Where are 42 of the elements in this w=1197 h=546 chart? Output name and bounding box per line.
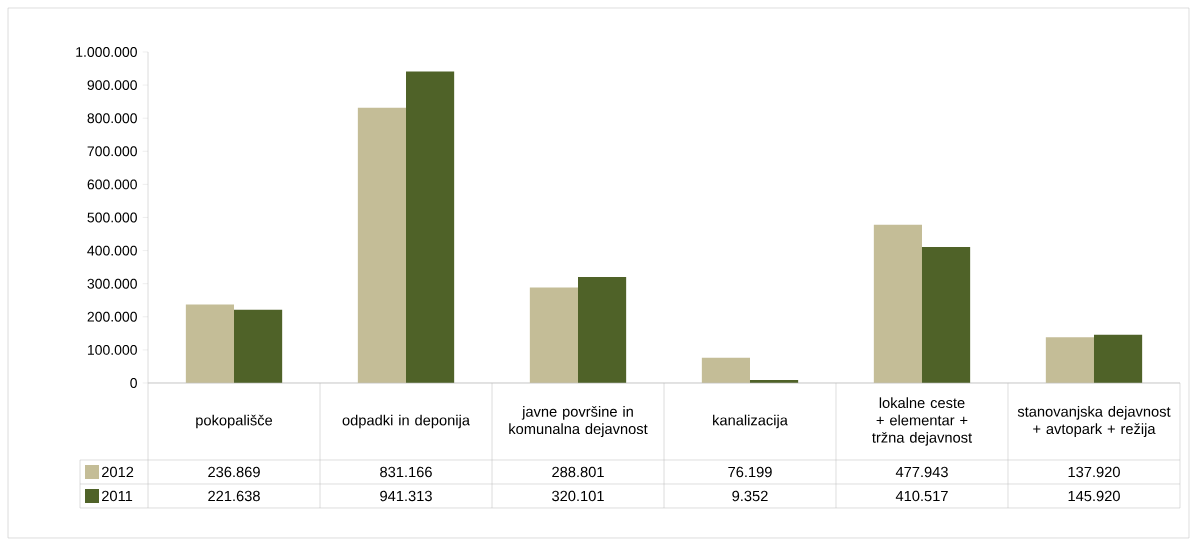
bar [529, 287, 578, 383]
data-label: 941.313 [380, 490, 432, 502]
data-label: 221.638 [208, 490, 260, 502]
bar [1093, 334, 1143, 383]
y-tick-label: 300.000 [87, 278, 137, 289]
x-tick-label: odpadki in deponija [342, 414, 470, 429]
y-tick-label: 800.000 [87, 113, 137, 124]
bar [1045, 337, 1094, 383]
bar [701, 357, 750, 383]
data-label: 145.920 [1068, 490, 1120, 502]
x-tick-label: kanalizacija [713, 414, 788, 429]
bar [357, 107, 406, 383]
y-tick-label: 500.000 [87, 212, 137, 223]
x-tick-label: javne površine in komunalna dejavnost [509, 405, 648, 437]
bar [234, 309, 283, 383]
bar [406, 71, 455, 383]
y-tick-label: 0 [130, 378, 137, 388]
bar [185, 304, 235, 383]
x-tick-label: lokalne ceste + elementar + tržna dejavnost [872, 397, 973, 446]
data-label: 76.199 [728, 466, 772, 478]
x-tick-label: pokopališče [196, 414, 273, 429]
y-tick-label: 400.000 [87, 245, 137, 256]
y-tick-label: 700.000 [87, 146, 137, 157]
y-tick-label: 1.000.000 [76, 47, 137, 57]
data-label: 320.101 [552, 490, 604, 502]
data-label: 236.869 [208, 466, 260, 478]
y-tick-label: 600.000 [87, 179, 137, 190]
x-tick-label: stanovanjska dejavnost + avtopark + režija [1017, 405, 1171, 437]
data-label: 410.517 [895, 490, 948, 502]
data-label: 831.166 [380, 466, 432, 478]
y-tick-label: 200.000 [87, 311, 137, 322]
y-tick-label: 100.000 [87, 344, 137, 355]
bar [578, 277, 627, 383]
legend-label: 2012 [102, 466, 134, 478]
bar [922, 247, 971, 383]
bar [873, 224, 922, 383]
data-label: 288.801 [552, 466, 604, 478]
data-label: 477.943 [895, 466, 948, 478]
y-tick-label: 900.000 [87, 80, 137, 91]
data-label: 137.920 [1068, 466, 1120, 478]
legend-label: 2011 [102, 490, 133, 502]
data-label: 9.352 [732, 490, 768, 502]
